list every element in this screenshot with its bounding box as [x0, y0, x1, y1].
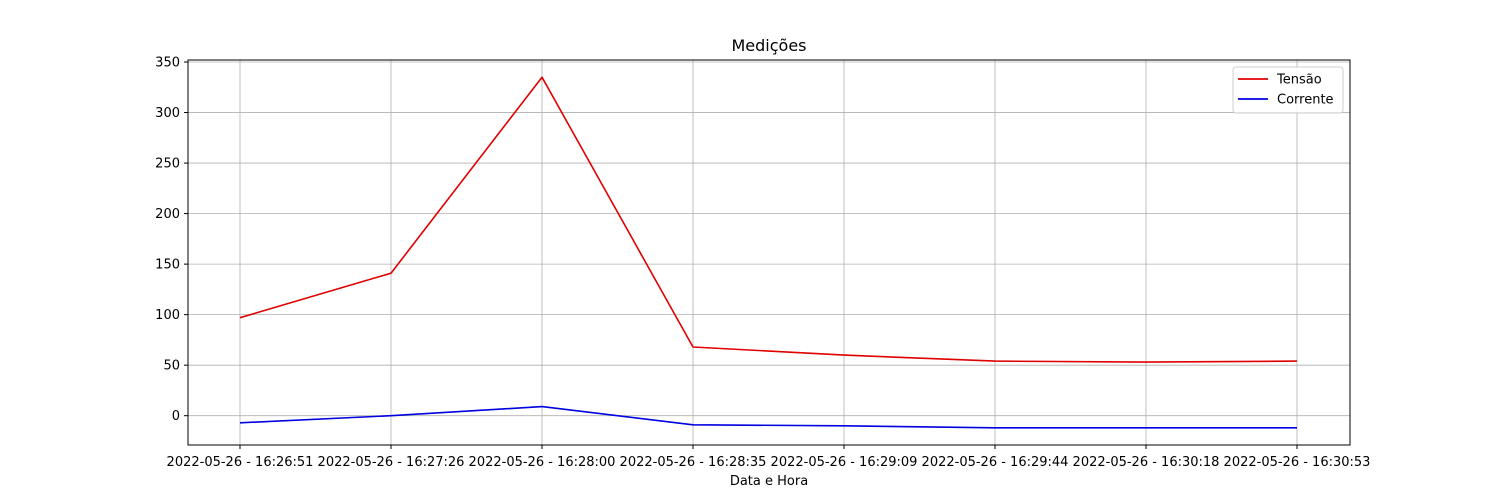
x-tick-label: 2022-05-26 - 16:28:00	[469, 455, 616, 470]
plot-frame	[187, 59, 1351, 446]
x-tick-label: 2022-05-26 - 16:29:09	[771, 455, 918, 470]
legend: Tensão Corrente	[1232, 66, 1344, 114]
x-tick-label: 2022-05-26 - 16:27:26	[318, 455, 465, 470]
x-tick-label: 2022-05-26 - 16:30:53	[1224, 455, 1371, 470]
series-line-tensao	[239, 76, 1298, 363]
x-axis: 2022-05-26 - 16:26:51 2022-05-26 - 16:27:…	[167, 445, 1371, 470]
y-tick-label: 200	[155, 207, 180, 222]
grid	[188, 60, 1350, 445]
x-tick-label: 2022-05-26 - 16:28:35	[620, 455, 767, 470]
y-tick-label: 300	[155, 106, 180, 121]
y-tick-label: 50	[163, 359, 180, 374]
series-layer	[239, 76, 1298, 429]
y-tick-label: 0	[172, 409, 180, 424]
x-tick-label: 2022-05-26 - 16:30:18	[1073, 455, 1220, 470]
x-tick-label: 2022-05-26 - 16:26:51	[167, 455, 314, 470]
y-axis: 0 50 100 150 200 250 300 350	[155, 56, 188, 424]
x-tick-label: 2022-05-26 - 16:29:44	[922, 455, 1069, 470]
y-tick-label: 250	[155, 157, 180, 172]
legend-label-tensao: Tensão	[1276, 73, 1322, 88]
x-axis-label: Data e Hora	[730, 474, 808, 489]
y-tick-label: 100	[155, 308, 180, 323]
y-tick-label: 150	[155, 258, 180, 273]
legend-label-corrente: Corrente	[1277, 93, 1334, 108]
y-tick-label: 350	[155, 56, 180, 71]
chart-title: Medições	[731, 36, 806, 55]
series-line-corrente	[239, 405, 1297, 429]
